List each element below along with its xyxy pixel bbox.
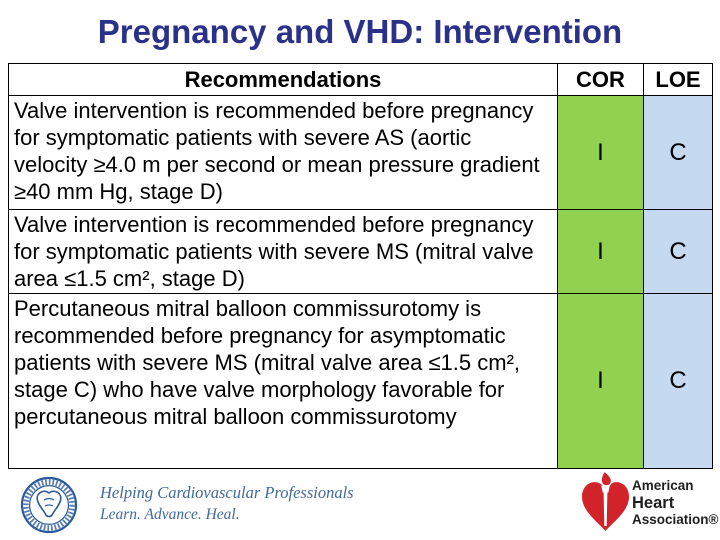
loe-value: C bbox=[643, 95, 713, 210]
column-header-recommendations: Recommendations bbox=[8, 63, 558, 96]
aha-wordmark-line2: Heart bbox=[632, 493, 675, 512]
acc-tagline-line1: Helping Cardiovascular Professionals bbox=[100, 483, 354, 502]
table-header-row: Recommendations COR LOE bbox=[8, 63, 713, 96]
acc-tagline-line2: Learn. Advance. Heal. bbox=[100, 506, 240, 523]
cor-value: I bbox=[557, 95, 644, 210]
column-header-cor: COR bbox=[557, 63, 644, 96]
table-row: Percutaneous mitral balloon commissuroto… bbox=[8, 293, 713, 469]
cor-value: I bbox=[557, 209, 644, 294]
loe-value: C bbox=[643, 293, 713, 469]
recommendation-text: Valve intervention is recommended before… bbox=[8, 209, 558, 294]
table-row: Valve intervention is recommended before… bbox=[8, 95, 713, 210]
recommendation-text: Percutaneous mitral balloon commissuroto… bbox=[8, 293, 558, 469]
acc-tagline: Helping Cardiovascular Professionals Lea… bbox=[100, 483, 354, 524]
recommendation-text: Valve intervention is recommended before… bbox=[8, 95, 558, 210]
column-header-loe: LOE bbox=[643, 63, 713, 96]
table-row: Valve intervention is recommended before… bbox=[8, 209, 713, 294]
aha-heart-torch-icon bbox=[578, 469, 633, 539]
loe-value: C bbox=[643, 209, 713, 294]
aha-wordmark-line3: Association® bbox=[632, 512, 719, 527]
aha-wordmark: American Heart Association® bbox=[632, 479, 718, 527]
acc-seal-icon bbox=[20, 476, 78, 539]
slide-title: Pregnancy and VHD: Intervention bbox=[97, 13, 623, 50]
recommendations-table: Recommendations COR LOE Valve interventi… bbox=[8, 63, 713, 469]
cor-value: I bbox=[557, 293, 644, 469]
aha-wordmark-line1: American bbox=[632, 478, 694, 493]
